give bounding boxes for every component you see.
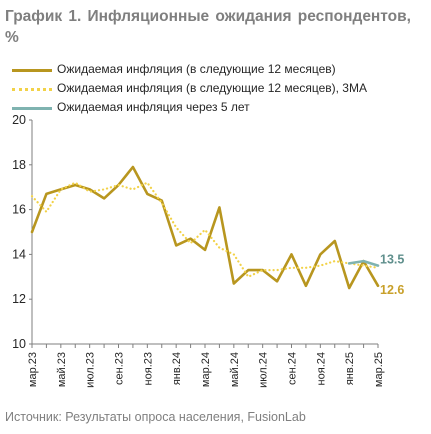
legend-item-ma: Ожидаемая инфляция (в следующие 12 месяц… <box>12 79 422 98</box>
y-tick-label: 18 <box>12 158 26 172</box>
legend-swatch-ma <box>12 88 52 91</box>
legend-swatch-main <box>12 69 52 72</box>
legend-label-ma: Ожидаемая инфляция (в следующие 12 месяц… <box>57 81 367 95</box>
series-end-label-2: 13.5 <box>380 253 404 267</box>
x-tick-label: мар.25 <box>373 352 385 387</box>
series-line-1 <box>30 181 380 278</box>
legend-swatch-longterm <box>12 107 52 110</box>
series-layer <box>30 165 380 290</box>
chart-title: График 1. Инфляционные ожидания респонде… <box>5 8 411 46</box>
legend-label-main: Ожидаемая инфляция (в следующие 12 месяц… <box>57 62 336 76</box>
x-tick-label: янв.24 <box>171 352 183 385</box>
x-tick-label: май.24 <box>229 352 241 387</box>
chart-legend: Ожидаемая инфляция (в следующие 12 месяц… <box>12 60 422 117</box>
labels-layer: 10 12 14 16 18 20 мар.23 май.23 июл.23 сен.23 ноя.… <box>12 113 404 388</box>
axes-layer <box>29 119 379 348</box>
y-tick-label: 12 <box>12 292 26 306</box>
x-tick-label: июл.24 <box>258 352 270 388</box>
chart-plot: 10 12 14 16 18 20 мар.23 май.23 июл.23 сен.23 ноя.… <box>12 113 404 388</box>
x-tick-label: янв.25 <box>344 352 356 385</box>
y-tick-label: 16 <box>12 203 26 217</box>
x-tick-label: мар.24 <box>200 352 212 387</box>
x-tick-label: сен.23 <box>114 352 126 385</box>
y-tick-label: 20 <box>12 113 26 127</box>
source-note: Источник: Результаты опроса населения, F… <box>5 410 306 424</box>
x-tick-label: мар.23 <box>27 352 39 387</box>
legend-item-main: Ожидаемая инфляция (в следующие 12 месяц… <box>12 60 422 79</box>
legend-label-longterm: Ожидаемая инфляция через 5 лет <box>57 100 250 114</box>
x-tick-label: ноя.23 <box>142 352 154 385</box>
y-tick-label: 14 <box>12 247 26 261</box>
series-line-0 <box>30 165 380 290</box>
series-end-label-0: 12.6 <box>380 283 404 297</box>
legend-item-longterm: Ожидаемая инфляция через 5 лет <box>12 98 422 117</box>
x-tick-label: сен.24 <box>287 352 299 385</box>
series-line-2 <box>347 259 380 267</box>
x-tick-label: ноя.24 <box>315 352 327 385</box>
y-tick-label: 10 <box>12 337 26 351</box>
x-tick-label: май.23 <box>56 352 68 387</box>
x-tick-label: июл.23 <box>85 352 97 388</box>
